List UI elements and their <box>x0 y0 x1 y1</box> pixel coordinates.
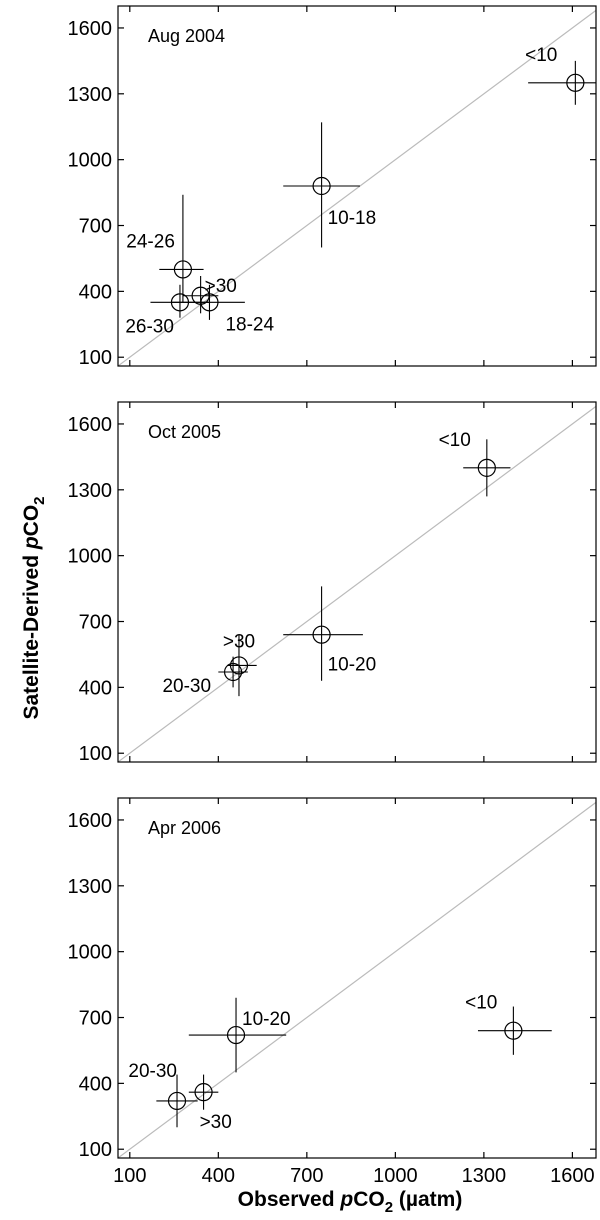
plot-frame <box>117 797 597 1159</box>
point-label: 20-30 <box>128 1061 177 1082</box>
plot-frame <box>117 401 597 763</box>
x-axis-label: Observed pCO2 (µatm) <box>238 1188 463 1216</box>
data-point-marker <box>229 656 249 675</box>
data-point-marker <box>200 293 219 312</box>
y-tick-label: 100 <box>79 1139 112 1161</box>
y-axis-label-prefix: Satellite-Derived <box>20 549 43 719</box>
y-tick-label: 400 <box>79 1073 112 1095</box>
y-tick-label: 400 <box>79 281 112 303</box>
point-label: 10-20 <box>242 1009 291 1030</box>
y-tick-label: 700 <box>79 612 112 634</box>
y-tick-label: 400 <box>79 677 112 699</box>
reference-line-1to1 <box>118 9 596 366</box>
point-label: >30 <box>200 1112 232 1133</box>
point-label: <10 <box>525 45 557 66</box>
series-points <box>156 997 552 1128</box>
y-axis-label: Satellite-Derived pCO2 <box>20 496 48 719</box>
data-point-marker <box>477 458 496 477</box>
x-axis-label-italic: p <box>339 1188 353 1211</box>
data-point-marker <box>566 73 585 92</box>
point-label: 24-26 <box>126 231 175 252</box>
x-tick-label: 700 <box>290 1165 323 1187</box>
data-point-marker <box>167 1091 187 1111</box>
y-tick-label: 1600 <box>68 810 113 832</box>
panel-title: Apr 2006 <box>148 818 221 838</box>
panel-apr-2006: 100 400 700 1000 1300 1600 100 400 700 1000 1300 16… <box>68 797 597 1187</box>
data-point-marker <box>223 662 243 682</box>
data-point-marker <box>194 1083 213 1102</box>
x-tick-label: 100 <box>113 1165 146 1187</box>
panel-oct-2005: 100 400 700 1000 1300 1600 Oct 2005 <10 10-20 >30… <box>68 401 597 765</box>
y-tick-label: 1300 <box>68 876 113 898</box>
x-tick-label: 1300 <box>462 1165 507 1187</box>
x-axis-label-main: CO <box>353 1188 385 1211</box>
y-axis-label-main: CO <box>20 505 43 537</box>
y-tick-label: 1300 <box>68 84 113 106</box>
data-point-marker <box>312 625 331 644</box>
y-tick-label: 1000 <box>68 546 113 568</box>
data-point-marker <box>312 176 331 196</box>
x-axis-label-prefix: Observed <box>238 1188 341 1211</box>
data-point-marker <box>226 1025 246 1045</box>
y-tick-label: 1600 <box>68 18 113 40</box>
y-tick-label: 1000 <box>68 942 113 964</box>
point-label: 10-20 <box>328 655 377 676</box>
data-point-marker <box>504 1021 523 1040</box>
y-tick-label: 700 <box>79 216 112 238</box>
data-point-marker <box>173 260 193 279</box>
y-tick-label: 100 <box>79 743 112 765</box>
y-tick-label: 1300 <box>68 480 113 502</box>
point-label: 18-24 <box>225 314 274 335</box>
series-points <box>150 60 596 320</box>
y-tick-label: 1600 <box>68 414 113 436</box>
x-axis-label-suffix: (µatm) <box>393 1188 462 1211</box>
y-axis-label-italic: p <box>20 536 43 550</box>
point-label: 20-30 <box>162 676 211 697</box>
x-tick-label: 1000 <box>373 1165 418 1187</box>
point-label: <10 <box>439 430 471 451</box>
x-axis-label-sub: 2 <box>385 1199 393 1216</box>
y-axis-label-sub: 2 <box>31 496 48 504</box>
y-tick-label: 1000 <box>68 150 113 172</box>
point-label: 26-30 <box>125 316 174 337</box>
x-tick-label: 1600 <box>550 1165 595 1187</box>
y-tick-label: 100 <box>79 347 112 369</box>
panel-aug-2004: 100 400 700 1000 1300 1600 Aug 2004 <10 10-18 24-… <box>68 5 597 369</box>
point-label: 10-18 <box>328 208 377 229</box>
point-label: <10 <box>465 993 497 1014</box>
reference-line-1to1 <box>118 405 596 762</box>
panel-title: Aug 2004 <box>148 26 225 46</box>
point-label: >30 <box>223 631 255 652</box>
series-points <box>218 439 511 697</box>
plot-frame <box>117 5 597 367</box>
panel-title: Oct 2005 <box>148 422 221 442</box>
y-tick-label: 700 <box>79 1008 112 1030</box>
x-tick-label: 400 <box>202 1165 235 1187</box>
point-label: >30 <box>205 276 237 297</box>
